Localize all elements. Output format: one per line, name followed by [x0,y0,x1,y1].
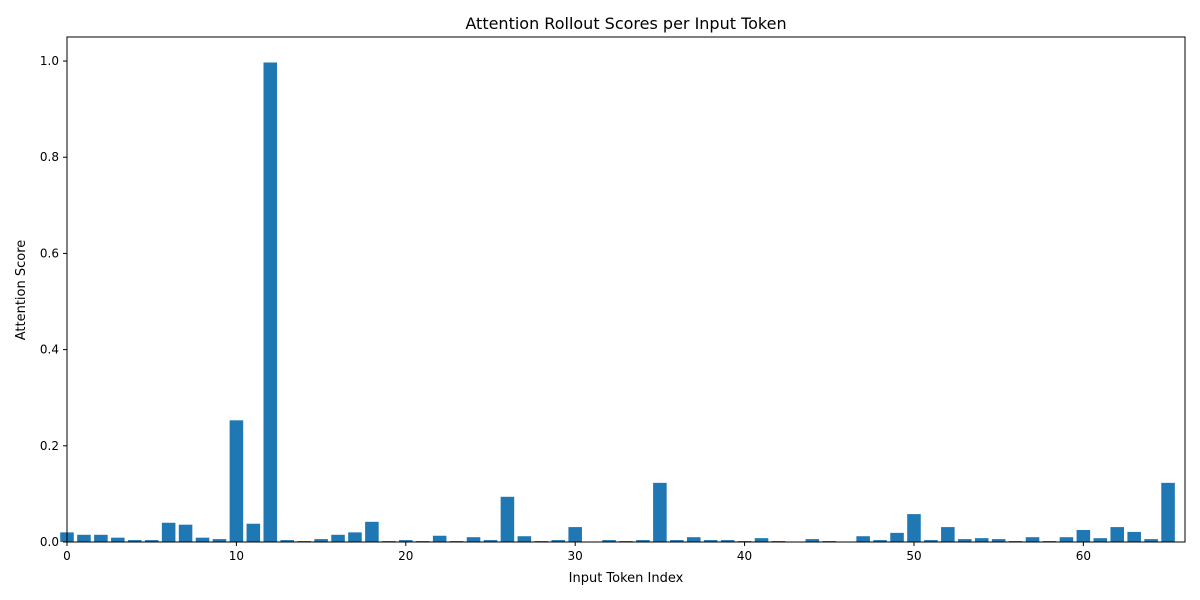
bar-token-65 [1161,482,1175,542]
bar-token-12 [263,62,278,542]
chart-title: Attention Rollout Scores per Input Token [465,14,786,33]
bar-token-29 [551,540,566,542]
bar-token-8 [195,537,210,542]
axes-frame [66,36,1186,543]
y-tick-label: 0.8 [40,150,59,164]
bar-token-52 [941,527,955,542]
bar-token-34 [636,540,650,542]
y-tick-label: 0.0 [40,535,59,549]
bar-token-47 [856,536,870,542]
bar-token-18 [365,521,379,542]
x-tick-label: 20 [398,549,413,563]
x-axis-ticks: 0 10 20 30 40 50 60 [63,542,1091,563]
y-axis-ticks: 0.0 0.2 0.4 0.6 0.8 1.0 [40,54,67,549]
bar-token-27 [517,536,532,542]
bar-token-54 [974,538,989,542]
bar-token-25 [483,540,498,542]
bar-token-6 [161,522,176,542]
bar-token-57 [1025,537,1040,542]
y-tick-label: 0.4 [40,343,59,357]
bar-token-11 [246,523,261,542]
x-tick-label: 0 [63,549,71,563]
bar-token-13 [280,540,294,542]
bar-token-49 [890,532,904,542]
bar-token-53 [958,539,972,542]
bar-token-60 [1076,529,1091,542]
x-tick-label: 50 [906,549,921,563]
bar-token-20 [399,540,413,542]
bar-token-50 [907,514,921,542]
x-tick-label: 30 [568,549,583,563]
bar-token-61 [1093,538,1108,542]
bar-token-39 [720,540,735,542]
bars-group [60,62,1175,542]
y-axis-label: Attention Score [14,240,29,341]
bar-token-36 [670,540,684,542]
bar-token-9 [212,539,227,542]
y-tick-label: 1.0 [40,54,59,68]
bar-token-51 [924,540,938,542]
bar-token-1 [77,534,91,542]
bar-token-3 [111,537,125,542]
bar-token-44 [805,539,820,542]
bar-token-15 [314,539,328,542]
y-tick-label: 0.2 [40,439,59,453]
bar-token-64 [1144,539,1158,542]
bar-token-48 [873,540,887,542]
bar-token-35 [653,482,667,542]
bar-token-10 [229,420,244,542]
bar-token-7 [178,524,193,542]
bar-token-41 [754,538,769,542]
bar-token-37 [686,537,701,542]
bar-token-4 [127,540,142,542]
x-axis-label: Input Token Index [569,571,684,586]
bar-token-5 [144,540,159,542]
bar-token-2 [94,534,108,542]
bar-token-62 [1110,527,1125,542]
bar-token-55 [991,539,1006,542]
bar-token-30 [568,527,582,542]
x-tick-label: 40 [737,549,752,563]
bar-token-59 [1059,537,1074,542]
bar-token-22 [432,535,447,542]
x-tick-label: 60 [1076,549,1091,563]
bar-token-38 [703,540,718,542]
bar-token-32 [602,540,616,542]
bar-token-16 [331,534,345,542]
x-tick-label: 10 [229,549,244,563]
bar-token-17 [348,532,362,542]
bar-token-63 [1127,531,1141,542]
bar-token-24 [466,537,481,542]
bar-token-26 [500,496,515,542]
y-tick-label: 0.6 [40,246,59,260]
